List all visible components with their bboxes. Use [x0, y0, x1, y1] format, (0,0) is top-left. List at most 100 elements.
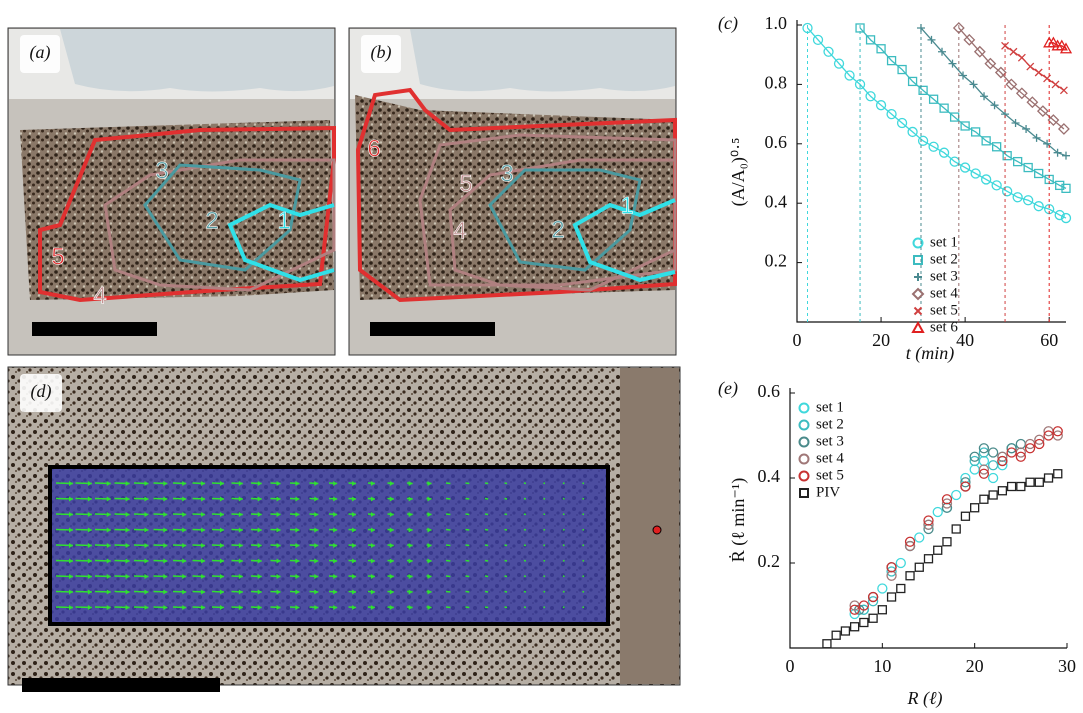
- marker: [989, 474, 998, 483]
- region-label: 5: [459, 170, 472, 197]
- piv-arrow: [563, 499, 565, 500]
- x-tick-label: 0: [793, 330, 802, 350]
- marker: [971, 504, 979, 512]
- piv-arrow: [466, 592, 470, 593]
- piv-arrow: [583, 483, 585, 484]
- panel-label: (a): [30, 42, 51, 63]
- piv-arrow: [466, 514, 470, 515]
- region-label: 3: [500, 160, 513, 187]
- marker: [1008, 483, 1016, 491]
- x-axis-label: R (ℓ): [907, 688, 943, 709]
- region-label: 1: [277, 207, 290, 234]
- piv-arrow: [466, 545, 470, 546]
- marker: [915, 563, 923, 571]
- piv-arrow: [485, 499, 488, 500]
- piv-arrow: [446, 592, 450, 593]
- piv-arrow: [466, 483, 470, 484]
- piv-arrow: [466, 607, 470, 608]
- legend-label: set 2: [930, 251, 958, 267]
- marker: [1016, 440, 1025, 449]
- marker: [989, 461, 998, 470]
- legend-label: set 4: [930, 285, 958, 301]
- piv-arrow: [544, 499, 546, 500]
- marker: [980, 495, 988, 503]
- piv-arrow: [563, 514, 565, 515]
- y-tick-label: 0.8: [765, 73, 788, 93]
- marker: [952, 525, 960, 533]
- piv-arrow: [524, 514, 526, 515]
- piv-arrow: [524, 530, 526, 531]
- piv-arrow: [524, 607, 526, 608]
- piv-arrow: [583, 607, 585, 608]
- y-tick-label: 0.2: [758, 551, 781, 571]
- x-tick-label: 10: [873, 656, 891, 676]
- piv-arrow: [544, 561, 546, 562]
- piv-arrow: [563, 483, 565, 484]
- region-label: 5: [51, 243, 64, 270]
- figure: (a) 5 4 3 2 1 (b) 6 5 4 3 2 1 (d): [0, 0, 1083, 713]
- marker: [897, 585, 905, 593]
- y-tick-label: 0.4: [758, 466, 781, 486]
- marker: [998, 487, 1006, 495]
- legend-label: PIV: [816, 484, 840, 500]
- piv-arrow: [485, 530, 488, 531]
- x-tick-label: 20: [966, 656, 984, 676]
- x-tick-label: 30: [1058, 656, 1076, 676]
- fit-line: [808, 28, 1066, 218]
- marker: [989, 448, 998, 457]
- marker: [1018, 54, 1025, 61]
- piv-arrow: [544, 592, 546, 593]
- piv-arrow: [563, 545, 565, 546]
- piv-arrow: [505, 592, 508, 593]
- piv-arrow: [466, 530, 470, 531]
- marker: [832, 631, 840, 639]
- marker: [800, 404, 809, 413]
- chart-c: (c)t (min)(A/A₀)⁰·⁵02040600.20.40.60.81.…: [718, 13, 1071, 364]
- y-tick-label: 0.4: [765, 191, 788, 211]
- x-axis-label: t (min): [906, 343, 955, 364]
- piv-arrow: [446, 607, 450, 608]
- y-tick-label: 1.0: [765, 13, 788, 33]
- region-label: 2: [205, 207, 218, 234]
- legend-label: set 6: [930, 319, 958, 335]
- piv-arrow: [485, 545, 488, 546]
- piv-arrow: [544, 514, 546, 515]
- photo-d: (d): [8, 367, 680, 692]
- marker: [906, 572, 914, 580]
- region-label: 4: [93, 282, 106, 309]
- legend-label: set 3: [930, 268, 958, 284]
- legend-label: set 2: [816, 416, 844, 432]
- marker: [913, 323, 923, 332]
- marker: [878, 584, 887, 593]
- piv-arrow: [544, 530, 546, 531]
- piv-arrow: [485, 607, 488, 608]
- marker: [1060, 87, 1067, 94]
- piv-arrow: [446, 483, 450, 484]
- marker: [841, 627, 849, 635]
- piv-arrow: [583, 499, 585, 500]
- y-tick-label: 0.2: [765, 251, 788, 271]
- x-tick-label: 40: [956, 330, 974, 350]
- region-label: 3: [155, 157, 168, 184]
- x-tick-label: 0: [786, 656, 795, 676]
- piv-arrow: [505, 607, 508, 608]
- region-label: 1: [620, 192, 633, 219]
- y-tick-label: 0.6: [758, 381, 781, 401]
- piv-arrow: [446, 499, 450, 500]
- piv-arrow: [446, 530, 450, 531]
- piv-arrow: [583, 592, 585, 593]
- piv-arrow: [505, 483, 508, 484]
- legend-label: set 4: [816, 450, 844, 466]
- y-axis-label: (A/A₀)⁰·⁵: [728, 138, 749, 207]
- marker: [896, 559, 905, 568]
- marker: [970, 465, 979, 474]
- piv-arrow: [524, 545, 526, 546]
- piv-arrow: [485, 483, 488, 484]
- piv-arrow: [466, 576, 470, 577]
- marker: [1035, 478, 1043, 486]
- marker: [869, 614, 877, 622]
- piv-arrow: [446, 545, 450, 546]
- panel-label: (c): [718, 13, 738, 34]
- y-tick-label: 0.6: [765, 132, 788, 152]
- legend-label: set 3: [816, 433, 844, 449]
